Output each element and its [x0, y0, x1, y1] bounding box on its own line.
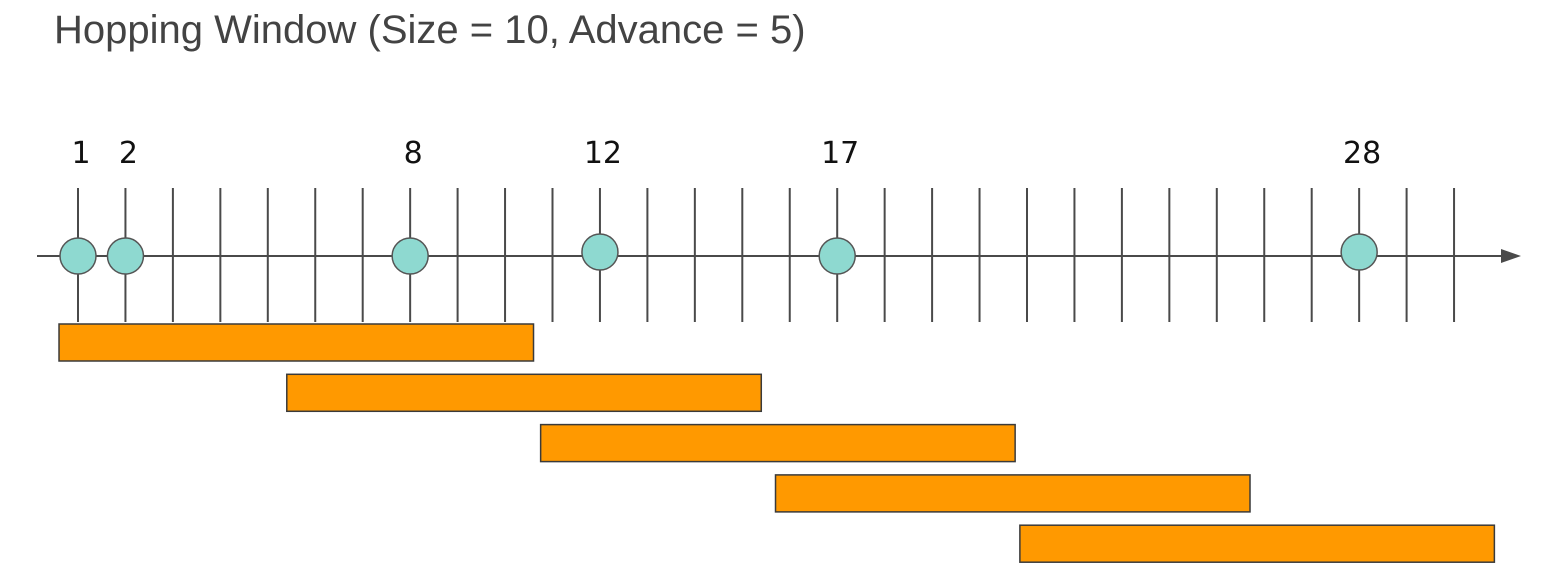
event-marker	[1340, 233, 1378, 271]
timeline-arrow-icon	[1501, 249, 1521, 263]
event-labels: 1 2 8 12 17 28	[71, 136, 1381, 171]
event-label: 1	[71, 136, 90, 171]
page-title: Hopping Window (Size = 10, Advance = 5)	[54, 8, 806, 52]
window-bars	[58, 323, 1496, 563]
event-label: 12	[584, 136, 622, 171]
event-marker	[581, 233, 619, 271]
event-markers	[59, 233, 1378, 275]
window-bar	[58, 323, 535, 362]
event-label: 2	[119, 136, 138, 171]
event-label: 17	[821, 136, 859, 171]
window-bar	[774, 474, 1251, 513]
window-bar	[539, 423, 1016, 463]
event-marker	[818, 237, 856, 275]
window-bar	[1019, 524, 1496, 563]
window-bar	[286, 373, 763, 413]
event-marker	[59, 237, 97, 275]
event-marker	[106, 237, 145, 275]
event-label: 8	[404, 136, 423, 171]
event-label: 28	[1343, 136, 1381, 171]
event-marker	[391, 237, 429, 275]
